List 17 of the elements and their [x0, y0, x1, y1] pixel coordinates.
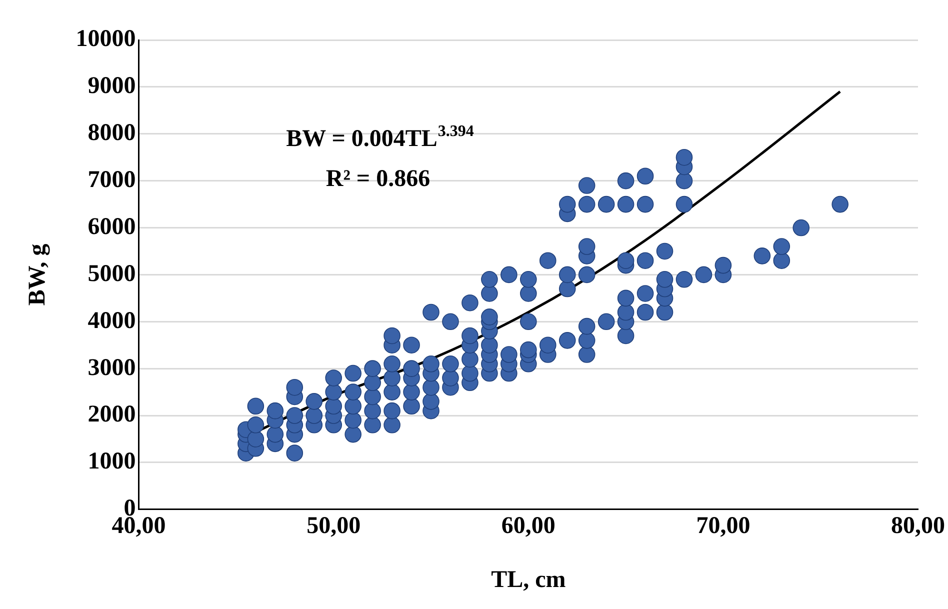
- y-tick-label: 7000: [88, 167, 136, 194]
- y-tick-label: 9000: [88, 73, 136, 100]
- x-axis-title: TL, cm: [491, 566, 566, 593]
- y-axis-title: BW, g: [24, 244, 51, 306]
- x-tick-label: 70,00: [696, 513, 750, 540]
- y-tick-label: 6000: [88, 214, 136, 240]
- y-tick-label: 3000: [88, 354, 136, 381]
- x-tick-label: 50,00: [306, 513, 361, 540]
- y-tick-label: 10000: [76, 26, 136, 52]
- y-tick-label: 2000: [88, 402, 136, 428]
- y-tick-label: 4000: [88, 308, 136, 334]
- y-tick-label: 8000: [88, 120, 136, 146]
- x-tick-label: 80,00: [891, 513, 945, 540]
- y-tick-label: 1000: [88, 448, 136, 475]
- y-tick-label: 5000: [88, 260, 136, 287]
- annotation: R² = 0.866: [326, 166, 430, 192]
- x-tick-label: 60,00: [501, 513, 556, 540]
